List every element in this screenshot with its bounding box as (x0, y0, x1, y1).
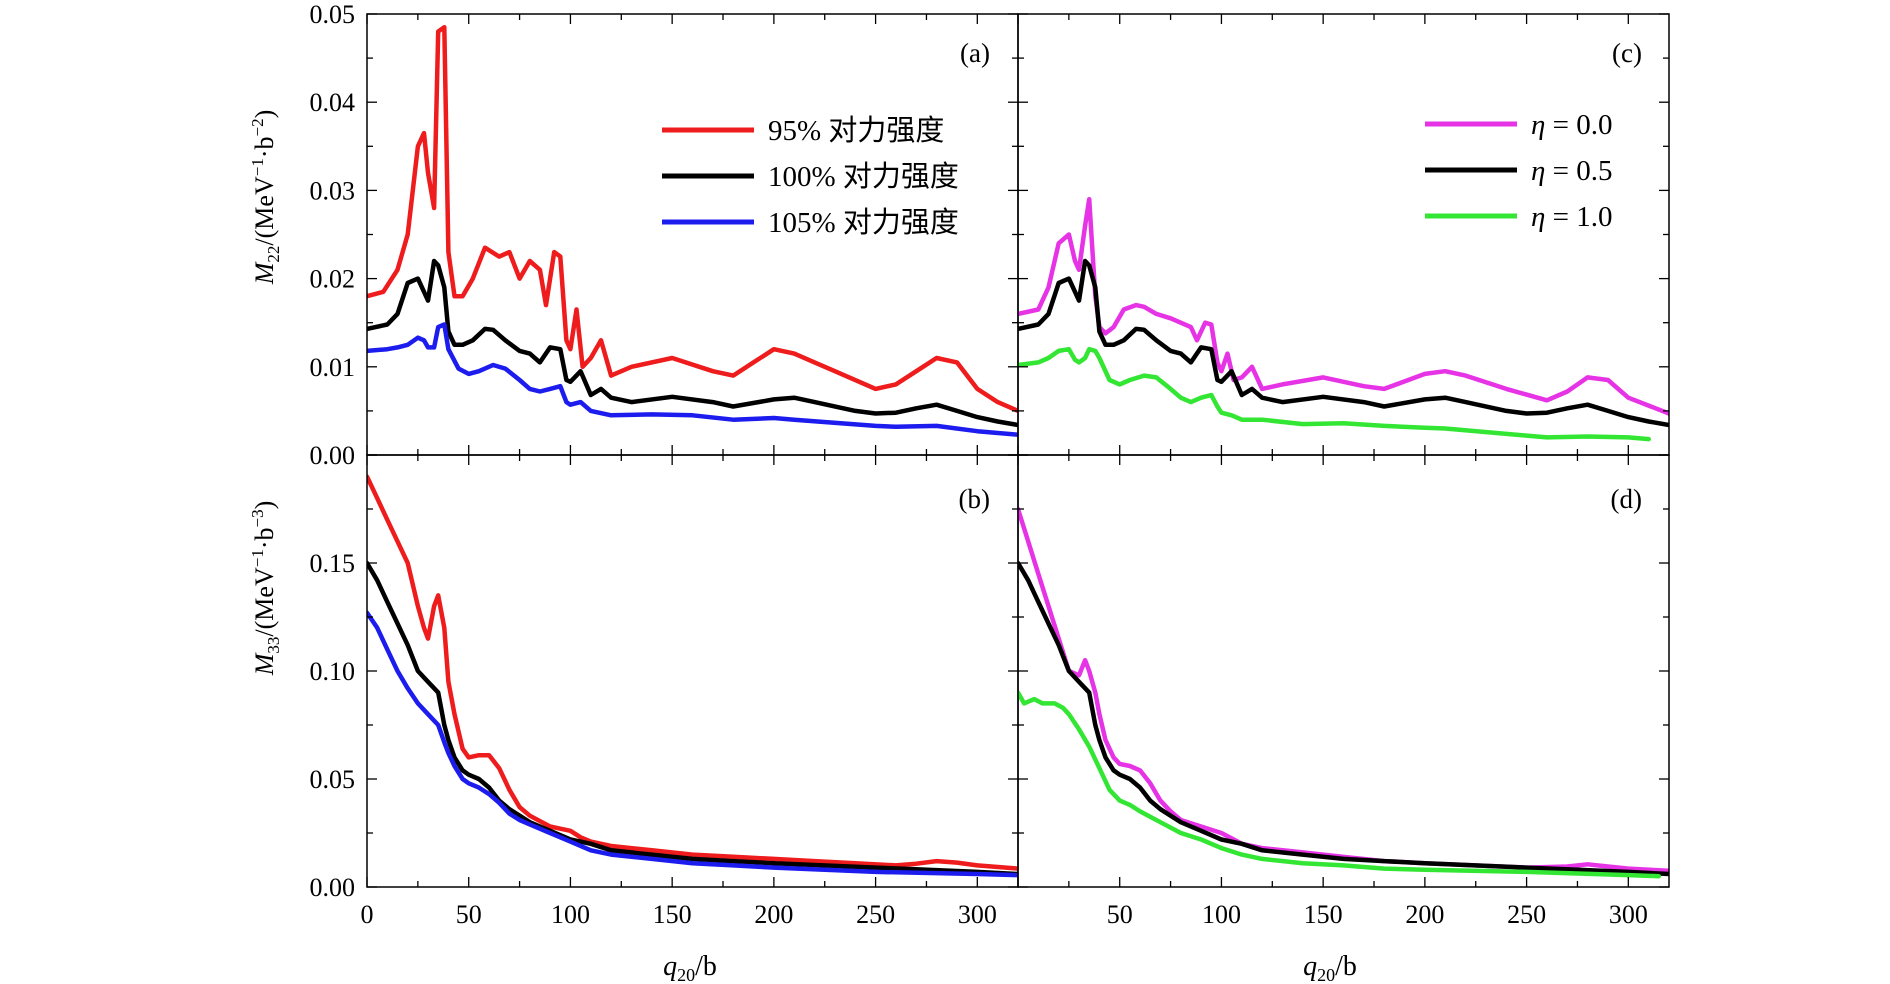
legend-eta-symbol: η (1531, 201, 1545, 233)
panel-1: 0 50 100 150 200 250 300 0.00 0.05 0.10 0.15 (b) (310, 454, 1019, 929)
xlabel-right: q20/b (1303, 951, 1357, 984)
panel-label: (d) (1611, 484, 1642, 514)
x-tick-label: 100 (1202, 900, 1241, 929)
series-line-1 (1018, 560, 1669, 877)
xlabel-right-main: q (1303, 951, 1317, 982)
legend-eta-value: = 1.0 (1545, 201, 1612, 233)
ylabel-bottom-unit: /(MeV (250, 567, 279, 637)
ylabel-top-sup1: −1 (248, 158, 267, 176)
legend: η = 0.0η = 0.5η = 1.0 (1425, 109, 1613, 233)
xlabel-left-unit: /b (695, 951, 717, 982)
series-group (1018, 196, 1669, 442)
x-tick-label: 150 (653, 900, 692, 929)
panel-label: (a) (960, 38, 990, 68)
panel-label: (b) (959, 484, 990, 514)
y-tick-label: 0.10 (310, 657, 356, 686)
xlabel-left: q20/b (663, 951, 717, 984)
ylabel-bottom-mid: ·b (250, 528, 279, 550)
plot-frame (1017, 454, 1670, 888)
x-tick-label: 300 (958, 900, 997, 929)
x-tick-label: 250 (856, 900, 895, 929)
legend-label-1: 100% 对力强度 (768, 160, 959, 193)
y-tick-label: 0.04 (310, 88, 356, 117)
series-line-1 (367, 560, 1018, 877)
ylabel-top-sub: 22 (264, 246, 283, 263)
series-line-0 (367, 24, 1018, 414)
panel-3: 50 100 150 200 250 300 (d) (1017, 454, 1670, 929)
y-tick-label: 0.15 (310, 549, 356, 578)
ylabel-top-sup2: −2 (248, 118, 267, 136)
xlabel-right-unit: /b (1335, 951, 1357, 982)
ylabel-top: M22/(MeV−1·b−2) (248, 110, 283, 286)
legend-label-2: 105% 对力强度 (768, 206, 959, 239)
legend: 95% 对力强度 100% 对力强度 105% 对力强度 (662, 114, 959, 239)
ylabel-top-unit: /(MeV (250, 176, 279, 246)
plot-layer: 0.00 0.01 0.02 0.03 0.04 0.05 (a) 95% 对力强度 100% … (310, 0, 1670, 929)
panel-0: 0.00 0.01 0.02 0.03 0.04 0.05 (a) 95% 对力强度 100% … (310, 0, 1019, 470)
ylabel-bottom-sup1: −1 (248, 549, 267, 567)
legend-label-1: η = 0.5 (1531, 155, 1613, 187)
ylabel-bottom-sup2: −3 (248, 509, 267, 527)
x-tick-label: 50 (1107, 900, 1133, 929)
legend-eta-value: = 0.5 (1545, 155, 1612, 187)
series-line-0 (1018, 196, 1669, 416)
ylabel-top-close: ) (250, 110, 279, 119)
ylabel-top-mid: ·b (250, 137, 279, 159)
plot-frame (366, 454, 1019, 888)
xlabel-left-sub: 20 (677, 965, 695, 984)
legend-eta-symbol: η (1531, 109, 1545, 141)
series-line-2 (367, 322, 1018, 437)
xlabel-left-main: q (663, 951, 677, 982)
ylabel-top-main: M (250, 261, 279, 285)
x-tick-label: 0 (361, 900, 374, 929)
series-group (367, 474, 1018, 878)
x-tick-label: 150 (1304, 900, 1343, 929)
series-line-2 (1018, 690, 1662, 879)
series-line-1 (1018, 258, 1669, 428)
panel-2: (c)η = 0.0η = 0.5η = 1.0 (1017, 13, 1670, 456)
legend-eta-symbol: η (1531, 155, 1545, 187)
y-tick-label: 0.02 (310, 265, 356, 294)
series-group (367, 24, 1018, 437)
y-tick-label: 0.05 (310, 765, 356, 794)
y-tick-label: 0.00 (310, 873, 356, 902)
panel-label: (c) (1612, 38, 1642, 68)
ylabel-bottom: M33/(MeV−1·b−3) (248, 501, 283, 677)
ylabel-bottom-sub: 33 (264, 637, 283, 654)
xlabel-right-sub: 20 (1317, 965, 1335, 984)
series-group (1018, 506, 1669, 879)
legend-label-0: 95% 对力强度 (768, 114, 944, 147)
y-tick-label: 0.05 (310, 0, 356, 29)
x-tick-label: 250 (1507, 900, 1546, 929)
legend-label-0: η = 0.0 (1531, 109, 1613, 141)
series-line-1 (367, 258, 1018, 428)
y-tick-label: 0.03 (310, 176, 356, 205)
x-tick-label: 100 (551, 900, 590, 929)
legend-label-2: η = 1.0 (1531, 201, 1613, 233)
series-line-0 (367, 474, 1018, 871)
ylabel-bottom-main: M (250, 652, 279, 676)
y-tick-label: 0.00 (310, 441, 356, 470)
legend-eta-value: = 0.0 (1545, 109, 1612, 141)
x-tick-label: 200 (1405, 900, 1444, 929)
ylabel-bottom-close: ) (250, 501, 279, 510)
series-line-2 (367, 610, 1018, 878)
x-tick-label: 300 (1609, 900, 1648, 929)
series-line-2 (1018, 346, 1651, 442)
y-tick-label: 0.01 (310, 353, 356, 382)
x-tick-label: 50 (456, 900, 482, 929)
x-tick-label: 200 (754, 900, 793, 929)
series-line-0 (1018, 506, 1669, 874)
